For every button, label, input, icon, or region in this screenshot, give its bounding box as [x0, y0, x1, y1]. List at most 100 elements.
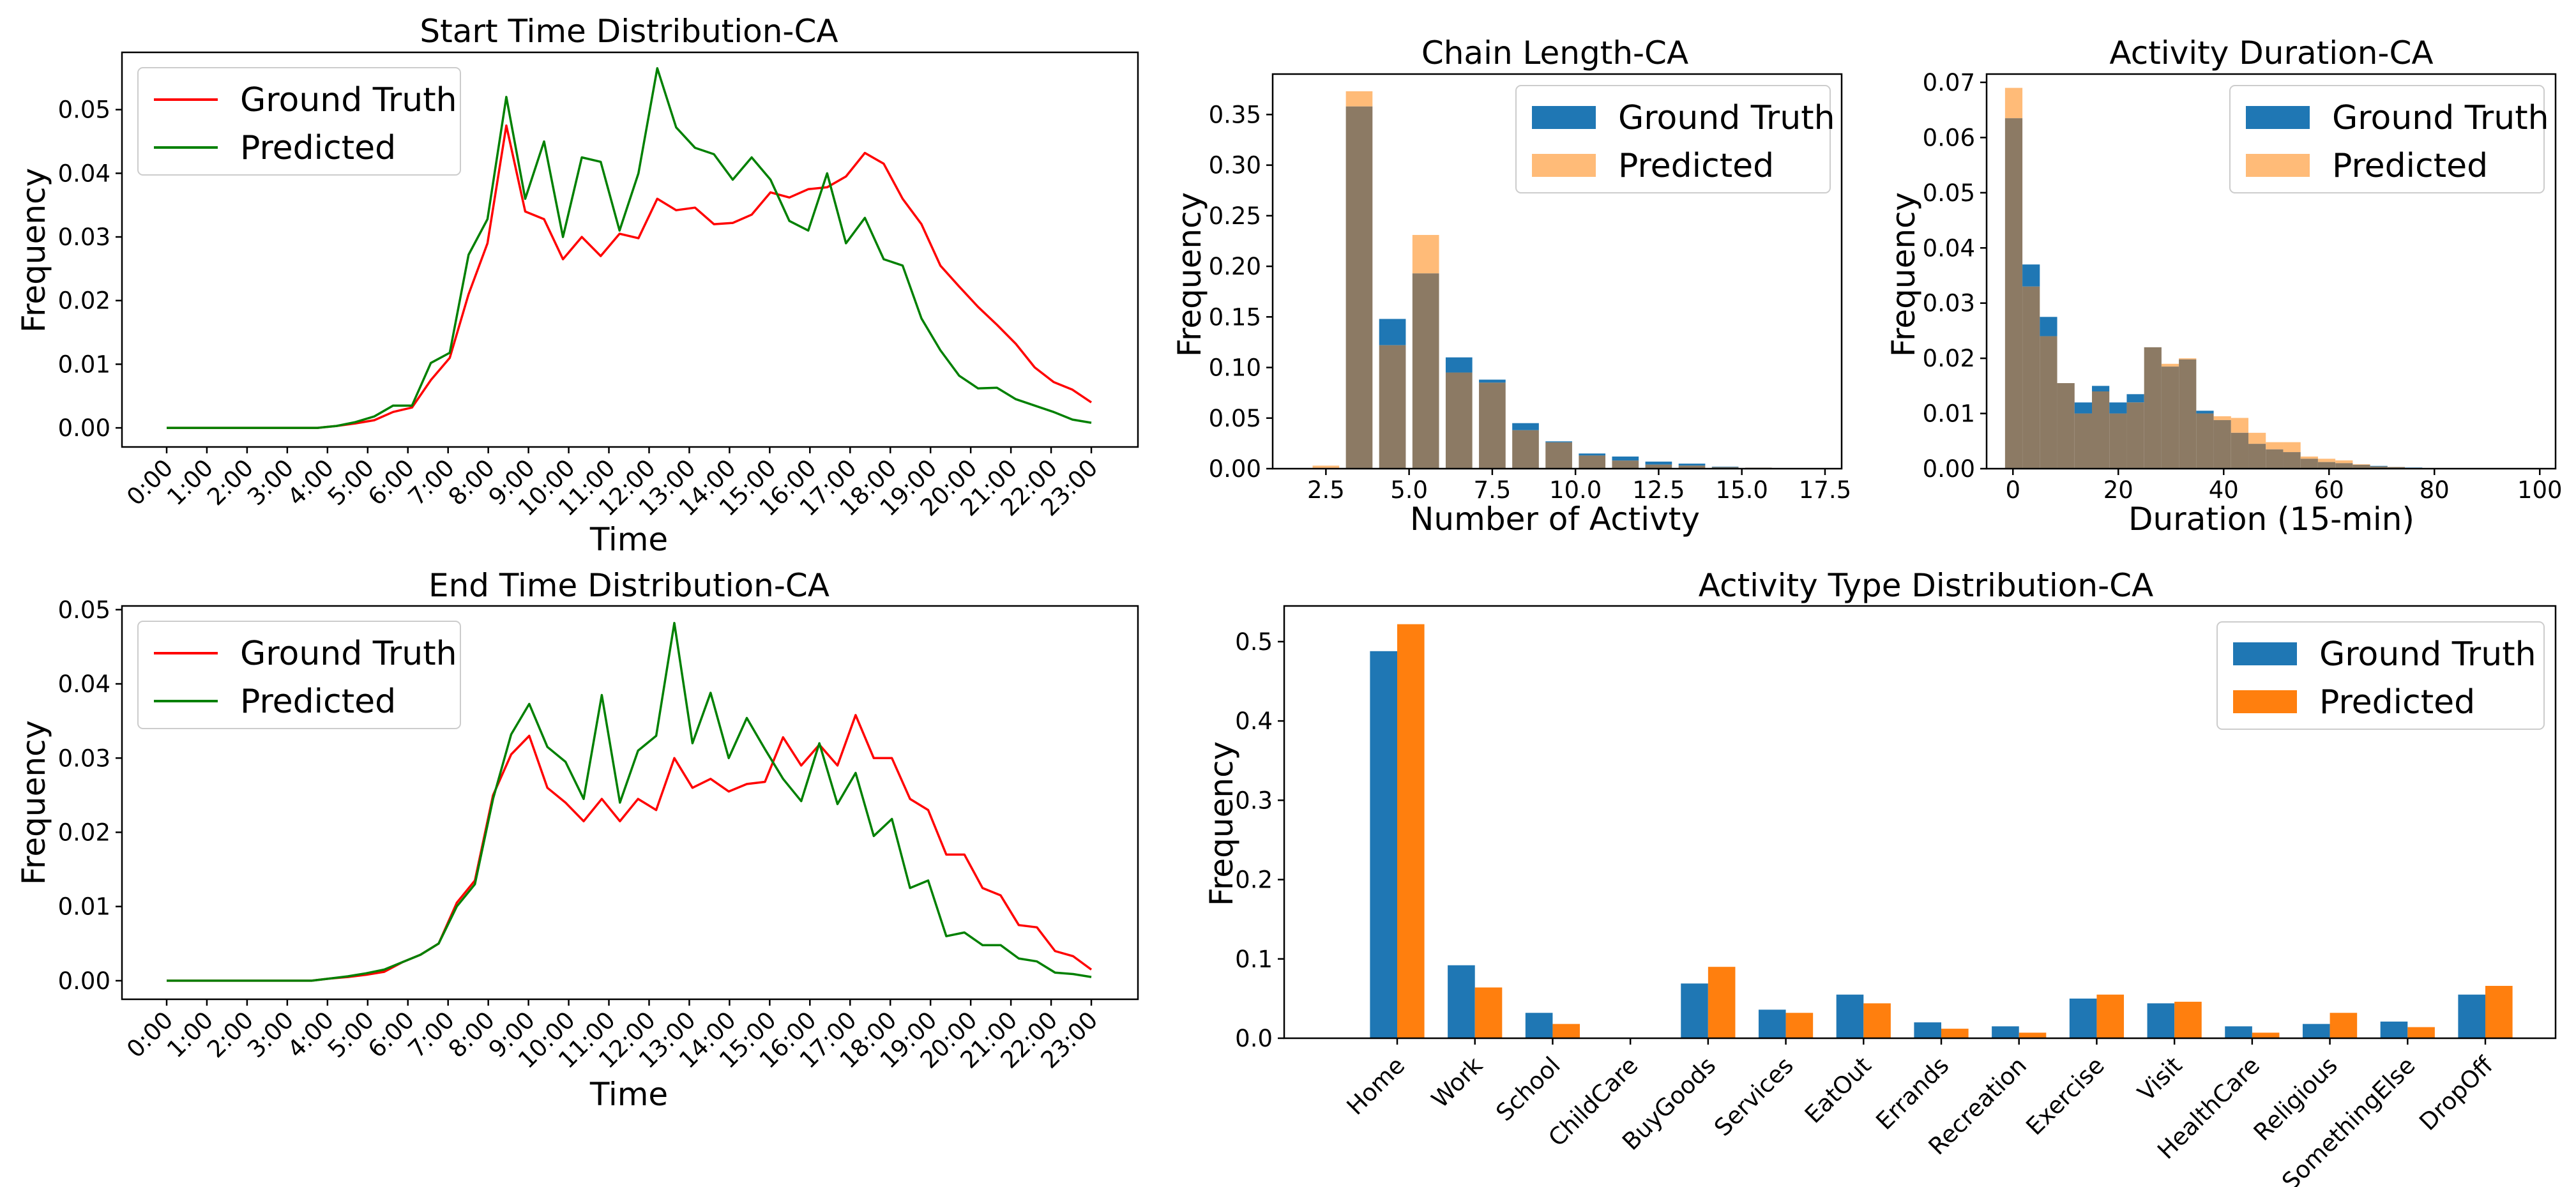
- end-ytick-label: 0.01: [58, 893, 110, 921]
- end-time-xlabel: Time: [589, 1076, 668, 1113]
- start-time-ylabel: Frequency: [15, 168, 52, 333]
- duration-bar-overlap: [2092, 391, 2110, 469]
- activity-bar-ground-truth: [2380, 1021, 2408, 1038]
- activity-duration-xlabel: Duration (15-min): [2128, 501, 2414, 538]
- start-time-chart: Start Time Distribution-CA Time Frequenc…: [15, 13, 1139, 558]
- activity-xtick-label: Work: [1426, 1052, 1488, 1114]
- chain-bar-top: [1579, 453, 1606, 456]
- chain-xtick-label: 2.5: [1307, 476, 1345, 504]
- chain-ytick-label: 0.10: [1209, 354, 1261, 382]
- activity-bar-ground-truth: [2069, 998, 2097, 1038]
- chain-xtick-label: 12.5: [1632, 476, 1685, 504]
- chain-xtick-label: 17.5: [1799, 476, 1851, 504]
- activity-bar-ground-truth: [2147, 1003, 2175, 1038]
- activity-ytick-label: 0.3: [1235, 787, 1273, 814]
- duration-bar-overlap: [2126, 402, 2144, 469]
- duration-bar-overlap: [2196, 413, 2214, 469]
- duration-bar-top: [2213, 416, 2231, 420]
- chain-xtick-label: 15.0: [1715, 476, 1768, 504]
- chain-axes-frame: [1271, 73, 1843, 470]
- start-ytick-label: 0.03: [58, 223, 110, 251]
- duration-bar-overlap: [2248, 444, 2266, 469]
- chain-ytick-label: 0.05: [1209, 405, 1261, 432]
- duration-bar-overlap: [2352, 464, 2370, 469]
- chain-legend-swatch: [1532, 154, 1596, 177]
- duration-bar-overlap: [2317, 462, 2336, 469]
- chain-xtick-label: 5.0: [1390, 476, 1428, 504]
- duration-bar-top: [2231, 418, 2249, 433]
- end-ytick-label: 0.03: [58, 745, 110, 772]
- end-ytick-label: 0.02: [58, 819, 110, 846]
- start-series-predicted: [167, 67, 1092, 429]
- duration-xtick-label: 0: [2005, 476, 2020, 504]
- activity-bar-predicted: [1552, 1024, 1580, 1038]
- start-ytick-label: 0.01: [58, 351, 110, 378]
- activity-legend-swatch: [2233, 642, 2297, 665]
- start-time-xlabel: Time: [589, 521, 668, 558]
- duration-bar-top: [2405, 467, 2423, 469]
- chain-bar-top: [1445, 357, 1473, 373]
- duration-legend-label: Predicted: [2332, 147, 2488, 185]
- duration-bar-overlap: [2004, 118, 2023, 469]
- chain-xtick-label: 10.0: [1549, 476, 1602, 504]
- duration-bar-top: [2196, 411, 2214, 414]
- duration-bar-top: [2370, 465, 2388, 467]
- duration-ytick-label: 0.01: [1923, 400, 1975, 428]
- duration-bar-overlap: [2040, 336, 2057, 469]
- chain-bar-top: [1345, 91, 1373, 107]
- duration-bar-overlap: [2213, 420, 2231, 469]
- activity-duration-ylabel: Frequency: [1885, 192, 1922, 357]
- duration-xtick-label: 100: [2517, 476, 2563, 504]
- chain-bar-top: [1612, 456, 1639, 461]
- duration-bar-overlap: [2057, 383, 2075, 469]
- chain-ytick-label: 0.35: [1209, 101, 1261, 128]
- chain-bar-top: [1678, 464, 1706, 466]
- end-time-chart: End Time Distribution-CA Time Frequency …: [15, 567, 1139, 1113]
- activity-bar-predicted: [2174, 1001, 2202, 1038]
- duration-bar-overlap: [2109, 413, 2127, 469]
- activity-bar-ground-truth: [1992, 1026, 2019, 1038]
- activity-bar-predicted: [1708, 967, 1736, 1038]
- activity-ytick-label: 0.5: [1235, 628, 1273, 656]
- activity-legend-label: Ground Truth: [2319, 635, 2536, 674]
- duration-bar-top: [2248, 432, 2266, 444]
- duration-xtick-label: 40: [2209, 476, 2239, 504]
- activity-legend-box: [2216, 621, 2545, 730]
- duration-bar-top: [2022, 264, 2040, 287]
- activity-bar-predicted: [1397, 624, 1425, 1038]
- activity-xtick-label: Exercise: [2021, 1052, 2110, 1140]
- activity-bar-predicted: [2330, 1013, 2358, 1038]
- chain-bar-overlap: [1379, 345, 1406, 469]
- end-ytick-label: 0.00: [58, 967, 110, 995]
- chain-length-title: Chain Length-CA: [1421, 34, 1688, 72]
- duration-bar-top: [2109, 402, 2127, 414]
- duration-axes-frame: [1985, 73, 2557, 470]
- chain-bar-overlap: [1445, 372, 1473, 469]
- duration-bar-overlap: [2179, 359, 2197, 469]
- chain-bar-overlap: [1645, 464, 1672, 469]
- activity-bar-predicted: [1785, 1013, 1814, 1038]
- chain-legend-label: Predicted: [1618, 147, 1774, 185]
- duration-bar-overlap: [2283, 452, 2301, 469]
- chain-ytick-label: 0.30: [1209, 152, 1261, 179]
- activity-bar-ground-truth: [1681, 983, 1708, 1038]
- chain-legend-swatch: [1532, 106, 1596, 129]
- chain-bar-top: [1512, 423, 1539, 430]
- end-time-ylabel: Frequency: [15, 720, 52, 885]
- duration-legend-swatch: [2246, 154, 2310, 177]
- chain-bar-overlap: [1512, 430, 1539, 469]
- activity-type-ylabel: Frequency: [1203, 741, 1240, 906]
- activity-bar-predicted: [1474, 987, 1503, 1038]
- activity-bar-ground-truth: [1448, 965, 1475, 1038]
- activity-axes-frame: [1283, 605, 2557, 1040]
- chain-bar-overlap: [1545, 442, 1572, 469]
- duration-bar-top: [2352, 464, 2370, 465]
- activity-bar-predicted: [2019, 1032, 2047, 1038]
- duration-bar-overlap: [2387, 467, 2406, 469]
- duration-bar-overlap: [2300, 458, 2318, 469]
- start-ytick-label: 0.04: [58, 160, 110, 187]
- chain-xtick-label: 7.5: [1473, 476, 1511, 504]
- chain-bar-top: [1312, 465, 1340, 469]
- activity-ytick-label: 0.2: [1235, 866, 1273, 894]
- activity-xtick-label: SomethingElse: [2277, 1052, 2420, 1187]
